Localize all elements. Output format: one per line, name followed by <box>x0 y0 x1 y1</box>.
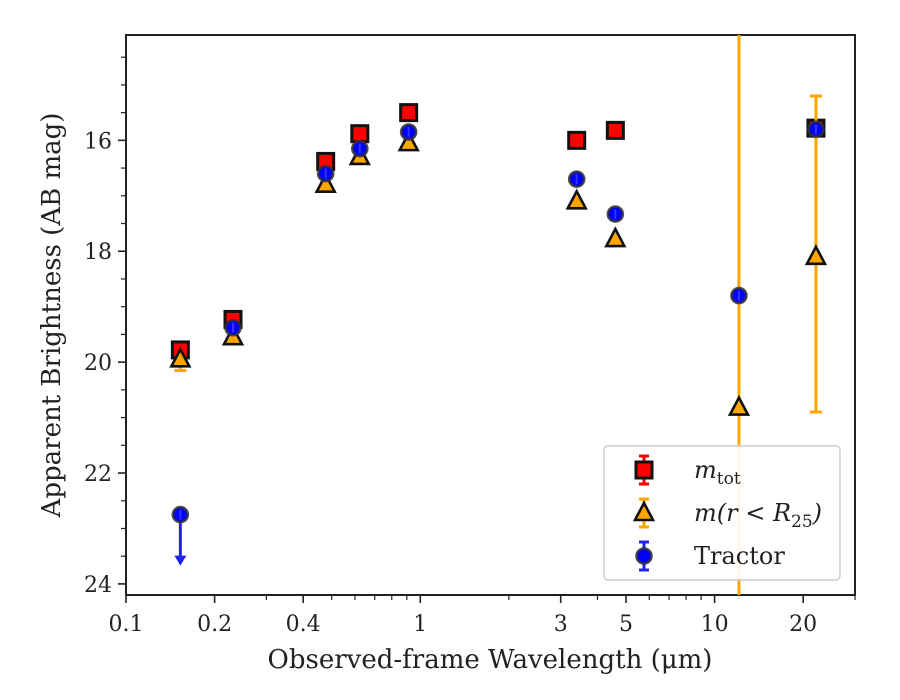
plot-frame <box>125 34 856 596</box>
data-point <box>350 124 370 144</box>
data-point <box>314 171 337 194</box>
x-axis-label: Observed-frame Wavelength (μm) <box>268 645 713 675</box>
x-tick-label: 10 <box>701 612 729 637</box>
x-tick-label: 1 <box>413 612 427 637</box>
series-circle <box>171 120 825 566</box>
y-tick-label: 18 <box>84 240 112 265</box>
legend-box <box>603 445 841 581</box>
legend-label: m(r < R25) <box>694 499 822 532</box>
legend-marker <box>635 547 653 565</box>
x-tick-label: 0.2 <box>197 612 232 637</box>
y-axis-label: Apparent Brightness (AB mag) <box>37 113 67 519</box>
legend-label: Tractor <box>694 542 785 570</box>
data-point <box>567 130 587 150</box>
series-square <box>170 103 826 360</box>
x-tick-label: 3 <box>554 612 568 637</box>
data-point <box>604 226 627 248</box>
legend-marker <box>632 500 656 522</box>
data-point <box>565 188 588 210</box>
y-tick-label: 24 <box>84 573 112 598</box>
x-tick-label: 0.1 <box>109 612 144 637</box>
data-point <box>727 394 751 416</box>
x-tick-label: 20 <box>789 612 817 637</box>
x-tick-label: 5 <box>619 612 633 637</box>
data-point <box>169 346 192 368</box>
axis-ticks: 0.1 0.2 0.4 1 3 5 10 20 16 18 20 22 24 <box>84 56 856 637</box>
data-point <box>605 120 625 140</box>
y-tick-label: 16 <box>84 129 112 154</box>
data-point <box>804 244 828 266</box>
legend: mtot m(r < R25) Tractor <box>603 445 841 581</box>
data-layer <box>169 35 828 595</box>
plot-area <box>125 34 856 596</box>
data-point <box>397 130 420 152</box>
upper-limit-arrowhead <box>174 555 187 566</box>
data-point <box>399 103 419 123</box>
x-tick-label: 0.4 <box>286 612 321 637</box>
legend-label: mtot <box>694 456 741 489</box>
y-tick-label: 22 <box>84 462 112 487</box>
legend-marker <box>634 460 654 480</box>
y-tick-label: 20 <box>84 351 112 376</box>
